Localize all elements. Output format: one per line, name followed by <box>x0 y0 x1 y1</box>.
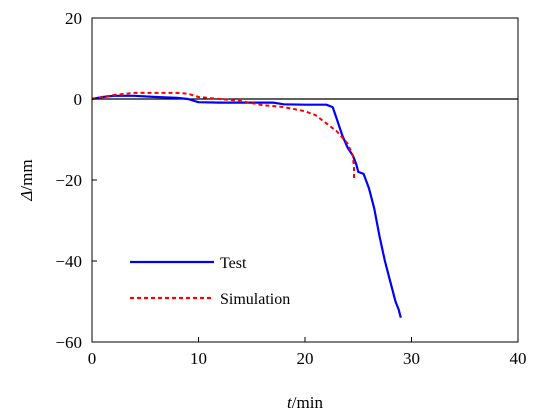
y-tick-label: −40 <box>55 252 82 271</box>
x-tick-label: 10 <box>190 349 207 368</box>
x-tick-label: 20 <box>297 349 314 368</box>
x-tick-label: 30 <box>403 349 420 368</box>
series-line-simulation <box>91 91 355 180</box>
y-tick-label: 20 <box>65 9 82 28</box>
series-layer <box>91 91 402 318</box>
x-tick-label: 40 <box>510 349 527 368</box>
ticks-layer: 0 10 20 30 40 20 0 −20 −40 −60 <box>55 9 526 368</box>
y-tick-label: −60 <box>55 333 82 352</box>
x-axis-label: t/min <box>287 393 323 412</box>
legend-label-simulation: Simulation <box>220 291 290 308</box>
y-axis-unit: /mm <box>17 159 36 190</box>
y-axis-label: Δ/mm <box>17 159 36 201</box>
legend: Test Simulation <box>130 255 290 308</box>
labels-layer: t/min Δ/mm <box>17 159 323 412</box>
legend-label-test: Test <box>220 255 247 272</box>
y-tick-label: 0 <box>74 90 83 109</box>
x-tick-label: 0 <box>88 349 97 368</box>
x-axis-unit: /min <box>292 393 324 412</box>
y-axis-variable: Δ <box>17 191 36 202</box>
y-tick-label: −20 <box>55 171 82 190</box>
plot-frame <box>91 17 519 343</box>
x-axis-variable: t <box>287 393 293 412</box>
series-line-test <box>91 94 402 318</box>
